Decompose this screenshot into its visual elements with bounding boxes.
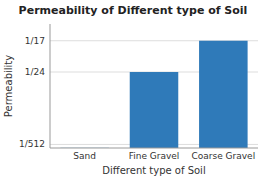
x-axis-line <box>50 148 258 149</box>
y-tick-label: 1/24 <box>25 67 45 77</box>
y-tick-label: 1/512 <box>19 139 45 149</box>
y-axis-label: Permeability <box>3 55 14 117</box>
bar <box>199 41 248 148</box>
x-tick-label: Coarse Gravel <box>192 151 256 161</box>
x-tick-label: Sand <box>73 151 96 161</box>
title: Permeability of Different type of Soil <box>19 4 248 17</box>
x-axis-label: Different type of Soil <box>102 165 205 176</box>
chart: 1/17 1/24 1/512 Sand Fine Gravel Coarse Grave… <box>0 0 266 190</box>
bars <box>60 41 247 148</box>
bar <box>130 72 179 148</box>
y-tick-label: 1/17 <box>25 36 45 46</box>
x-tick-label: Fine Gravel <box>129 151 180 161</box>
y-axis-line <box>50 24 51 148</box>
